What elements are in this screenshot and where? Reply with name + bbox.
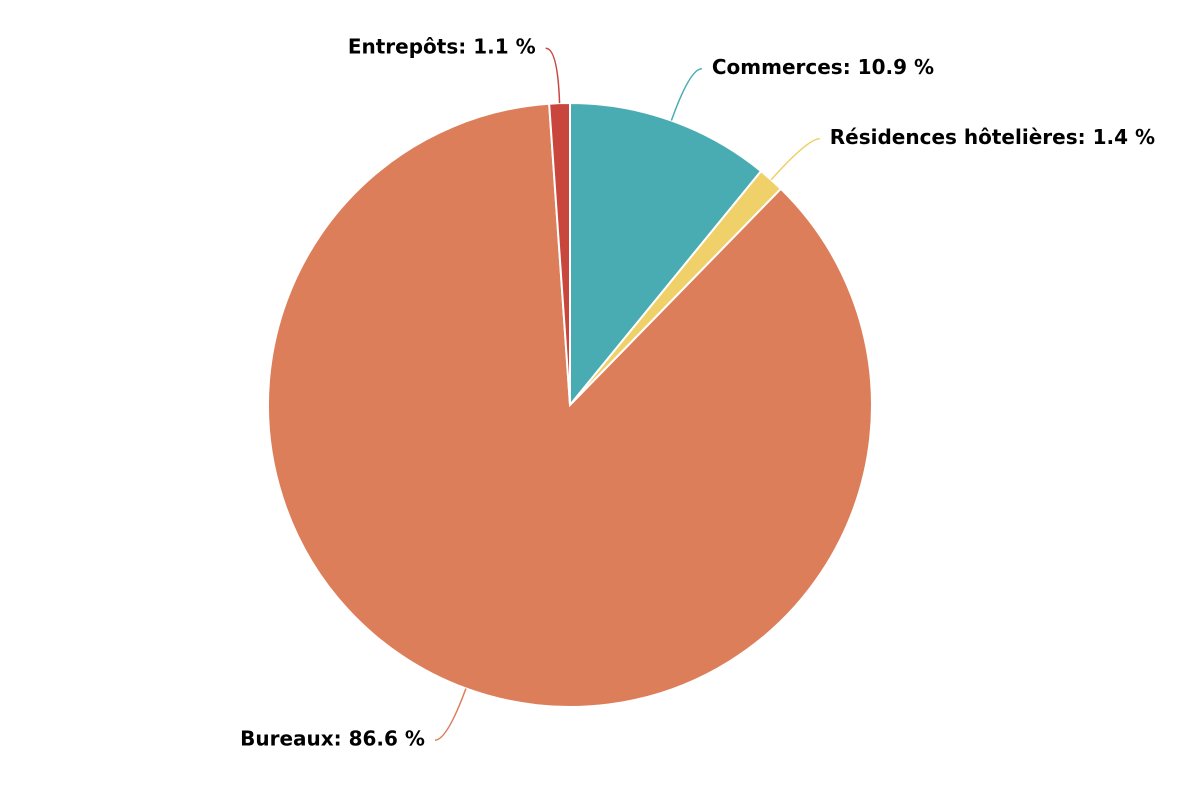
data-label: Résidences hôtelières: 1.4 % [830, 125, 1155, 149]
data-label: Commerces: 10.9 % [712, 55, 934, 79]
leader-line [545, 47, 561, 104]
pie-slice [569, 101, 763, 408]
data-label: Entrepôts: 1.1 % [348, 35, 536, 59]
data-label: Bureaux: 86.6 % [240, 727, 425, 751]
pie-slice [267, 102, 873, 708]
leader-line [670, 67, 703, 121]
leader-line [770, 137, 820, 181]
leader-line [434, 688, 467, 741]
